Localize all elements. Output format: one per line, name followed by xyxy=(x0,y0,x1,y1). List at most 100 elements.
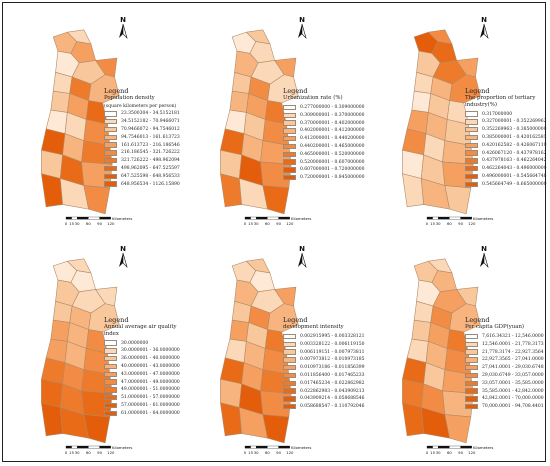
legend-class-label: 0.465000001 - 0.520000000 xyxy=(300,151,365,157)
legend-swatch xyxy=(283,372,296,379)
legend-row: 0.017465234 - 0.022862982 xyxy=(283,379,365,387)
legend-swatch xyxy=(283,174,296,181)
scale-tick-label: 90 xyxy=(276,221,281,226)
legend-row: 29,030.6749 - 33,057.0000 xyxy=(465,372,544,380)
legend-swatch xyxy=(104,363,117,370)
legend-row: 70.9466072 - 94.7546012 xyxy=(104,126,180,134)
north-arrow-icon: N xyxy=(116,16,130,40)
scale-tick-label: 30 xyxy=(75,450,80,455)
legend-swatch xyxy=(104,371,117,377)
legend-swatch xyxy=(283,403,296,410)
map-region xyxy=(50,90,71,113)
scale-unit-label: Kilometers xyxy=(291,216,311,221)
map-panel-4: N Legend Annual average air quality index 3… xyxy=(4,233,186,462)
scale-unit-label: Kilometers xyxy=(473,445,493,450)
legend-swatch xyxy=(104,119,117,125)
legend-row: 0.607000001 - 0.720000000 xyxy=(283,166,365,174)
legend-class-label: 70.9466072 - 94.7546012 xyxy=(121,126,180,132)
legend-swatch xyxy=(465,181,478,187)
scale-tick-label: 0 xyxy=(244,450,247,455)
legend-swatch xyxy=(465,173,478,180)
legend-row: 70,000.0001 - 94,708.4401 xyxy=(465,403,544,411)
scale-tick-label: 0 xyxy=(426,221,429,226)
scale-tick-label: 0 xyxy=(65,450,68,455)
legend-row: 0.002915995 - 0.003328121 xyxy=(283,333,365,341)
map-region xyxy=(444,185,472,215)
legend-row: 40.0000001 - 43.0000000 xyxy=(104,363,186,371)
map-region xyxy=(83,414,111,444)
legend-swatch xyxy=(465,333,478,340)
legend-class-label: 0.058688547 - 0.110792046 xyxy=(300,404,365,410)
map-region xyxy=(50,319,71,342)
scale-tick-label: 15 xyxy=(69,450,74,455)
legend-class-label: 647.525598 - 648.956533 xyxy=(121,173,180,179)
figure-frame xyxy=(2,2,546,462)
legend-class-label: 0.011856400 - 0.017465233 xyxy=(300,372,365,378)
legend-swatch xyxy=(283,341,296,347)
legend-row: 0.011856400 - 0.017465233 xyxy=(283,372,365,380)
legend-swatch xyxy=(283,112,296,118)
scale-tick-label: 60 xyxy=(86,221,91,226)
legend-class-label: 21,778.3174 - 22,927.3564 xyxy=(482,349,544,355)
legend-class-label: 0.002915995 - 0.003328121 xyxy=(300,333,365,339)
legend-row: 498.962095 - 647.525597 xyxy=(104,165,180,173)
scale-unit-label: Kilometers xyxy=(112,216,132,221)
legend-class-label: 0.545664749 - 0.665000000 xyxy=(482,181,547,187)
legend-class-label: 161.613723 - 216.186546 xyxy=(121,142,180,148)
legend-class-label: 0.520000001 - 0.607000000 xyxy=(300,159,365,165)
legend-class-label: 0.462264043 - 0.496000000 xyxy=(482,166,547,172)
legend-swatch xyxy=(283,349,296,355)
legend-row: 0.317000000 xyxy=(465,110,547,118)
legend-class-label: 57.0000001 - 61.0000000 xyxy=(121,402,180,408)
scale-tick-label: 120 xyxy=(107,221,115,226)
legend-swatch xyxy=(283,128,296,134)
map-region xyxy=(83,185,111,215)
legend-heading: Legend xyxy=(283,316,308,324)
map-region xyxy=(411,319,432,342)
legend-class-label: 0.426067120 - 0.437978162 xyxy=(482,150,547,156)
legend-class-label: 498.962095 - 647.525597 xyxy=(121,165,180,171)
scale-tick-label: 120 xyxy=(468,221,476,226)
legend-row: 30.0000000 xyxy=(104,339,186,347)
legend-swatch xyxy=(104,173,117,179)
legend-row: 61.0000001 - 64.0000000 xyxy=(104,409,186,417)
legend-row: 23.3500304 - 34.5152181 xyxy=(104,110,180,118)
map-region xyxy=(229,90,250,113)
legend-row: 42,842.0001 - 70,000.0000 xyxy=(465,395,544,403)
map-region xyxy=(220,378,242,408)
scale-tick-label: 120 xyxy=(468,450,476,455)
scale-tick-label: 120 xyxy=(107,450,115,455)
legend-class-label: 23.3500304 - 34.5152181 xyxy=(121,111,180,117)
north-arrow-icon: N xyxy=(295,16,309,40)
legend-class-label: 0.022862983 - 0.043909213 xyxy=(300,388,365,394)
scale-tick-label: 15 xyxy=(430,221,435,226)
legend-row: 0.545664749 - 0.665000000 xyxy=(465,180,547,188)
legend-swatch xyxy=(465,357,478,363)
legend: Legend Per capita GDP(yuan) 7,616.34321 - … xyxy=(465,317,544,411)
legend-swatch xyxy=(104,165,117,172)
legend-class-label: 0.437978163 - 0.462264042 xyxy=(482,158,547,164)
legend-class-label: 321.726222 - 498.962094 xyxy=(121,158,180,164)
scale-tick-label: 90 xyxy=(97,450,102,455)
legend-heading: Legend xyxy=(283,87,308,95)
legend-class-label: 0.006119151 - 0.007973811 xyxy=(300,349,365,355)
legend-swatch xyxy=(465,165,478,172)
legend-swatch xyxy=(104,111,117,117)
legend-swatch xyxy=(465,380,478,386)
legend-swatch xyxy=(104,348,117,354)
legend: Legend Annual average air quality index 30… xyxy=(104,317,186,417)
legend-row: 30.0000001 - 36.0000000 xyxy=(104,347,186,355)
legend-class-label: 43.0000001 - 47.0000000 xyxy=(121,371,180,377)
map-region xyxy=(229,319,250,342)
scale-tick-label: 15 xyxy=(248,450,253,455)
scale-tick-label: 15 xyxy=(430,450,435,455)
legend-swatch xyxy=(283,396,296,402)
legend-class-label: 35,585.0001 - 42,842.0000 xyxy=(482,388,544,394)
legend-row: 0.720000001 - 0.845000000 xyxy=(283,174,365,182)
legend-swatch xyxy=(283,357,296,363)
legend-swatch xyxy=(104,340,117,346)
legend-class-label: 0.277000000 - 0.309000000 xyxy=(300,104,365,110)
